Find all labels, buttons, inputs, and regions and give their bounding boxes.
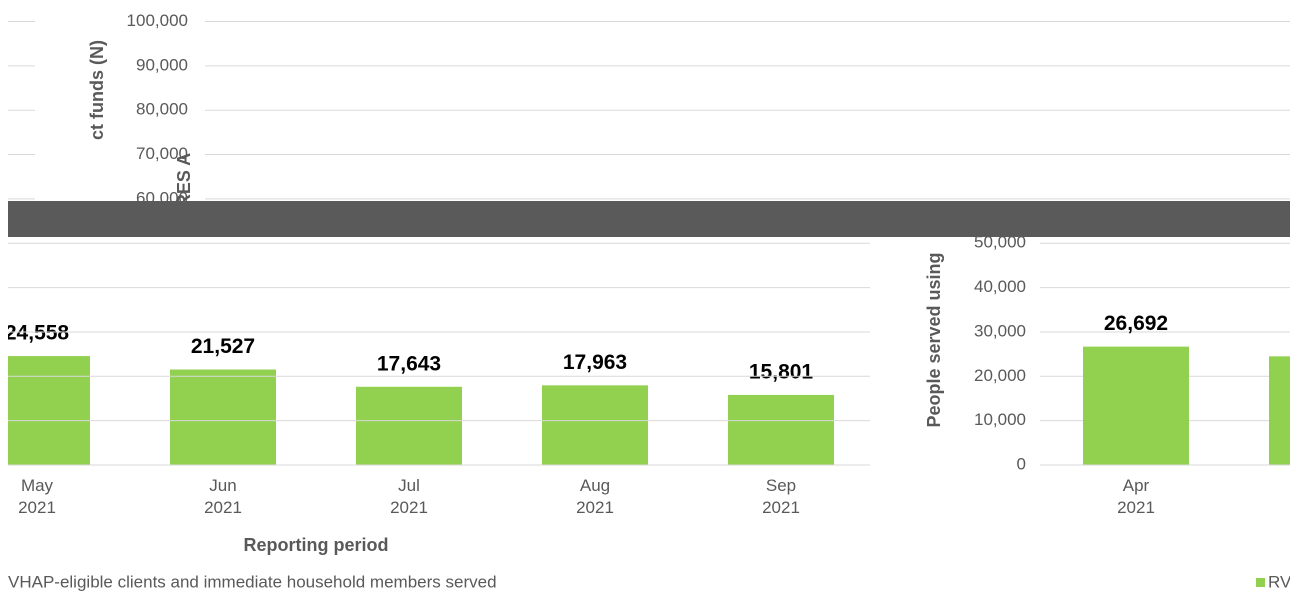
bar (542, 385, 648, 465)
y-tick-label: 90,000 (136, 55, 188, 74)
x-tick-line: 2021 (576, 498, 614, 517)
y-tick-label: 50,000 (974, 233, 1026, 252)
glitch-band (8, 201, 1290, 237)
data-label: 17,643 (377, 352, 441, 375)
y-axis-title: ct funds (N) (87, 40, 107, 140)
y-tick-label: 80,000 (136, 100, 188, 119)
legend-swatch (1256, 578, 1265, 587)
charts: 60,00070,00080,00090,000100,00024,558May… (5, 11, 1292, 591)
x-tick-line: 2021 (1117, 498, 1155, 517)
x-tick-label: May 2021 (18, 476, 56, 517)
x-tick-line: Aug (580, 476, 610, 495)
data-label: 21,527 (191, 335, 255, 358)
x-tick-line: 2021 (390, 498, 428, 517)
bar (8, 356, 90, 465)
x-tick-label: Aug 2021 (576, 476, 614, 517)
y-tick-label: 30,000 (974, 321, 1026, 340)
x-tick-label: Jun 2021 (204, 476, 242, 517)
bar (728, 394, 834, 465)
legend-label: RV (1268, 572, 1292, 591)
x-tick-line: Sep (766, 476, 796, 495)
bar (1269, 356, 1290, 465)
bar (170, 369, 276, 465)
y-tick-label: 70,000 (136, 144, 188, 163)
data-label: 26,692 (1104, 312, 1168, 335)
y-tick-label: 100,000 (127, 11, 188, 30)
x-tick-line: 2021 (204, 498, 242, 517)
bar (1083, 346, 1189, 465)
data-label: 24,558 (5, 322, 70, 345)
x-tick-label: Apr 2021 (1117, 476, 1155, 517)
x-tick-label: Sep 2021 (762, 476, 800, 517)
y-tick-label: 20,000 (974, 366, 1026, 385)
data-label: 15,801 (749, 360, 814, 383)
y-tick-label: 10,000 (974, 410, 1026, 429)
x-tick-line: Apr (1123, 476, 1150, 495)
x-tick-line: 2021 (18, 498, 56, 517)
y-tick-label: 0 (1017, 454, 1026, 473)
x-tick-label: Jul 2021 (390, 476, 428, 517)
x-axis-title: Reporting period (244, 535, 389, 555)
x-tick-line: 2021 (762, 498, 800, 517)
legend-label: VHAP-eligible clients and immediate hous… (8, 572, 497, 591)
data-label: 17,963 (563, 351, 627, 374)
x-tick-line: May (21, 476, 54, 495)
bar (356, 386, 462, 465)
y-axis-title: People served using (924, 252, 944, 427)
x-tick-line: Jun (209, 476, 236, 495)
annotation: RES A (174, 153, 194, 207)
y-tick-label: 40,000 (974, 277, 1026, 296)
x-tick-line: Jul (398, 476, 420, 495)
